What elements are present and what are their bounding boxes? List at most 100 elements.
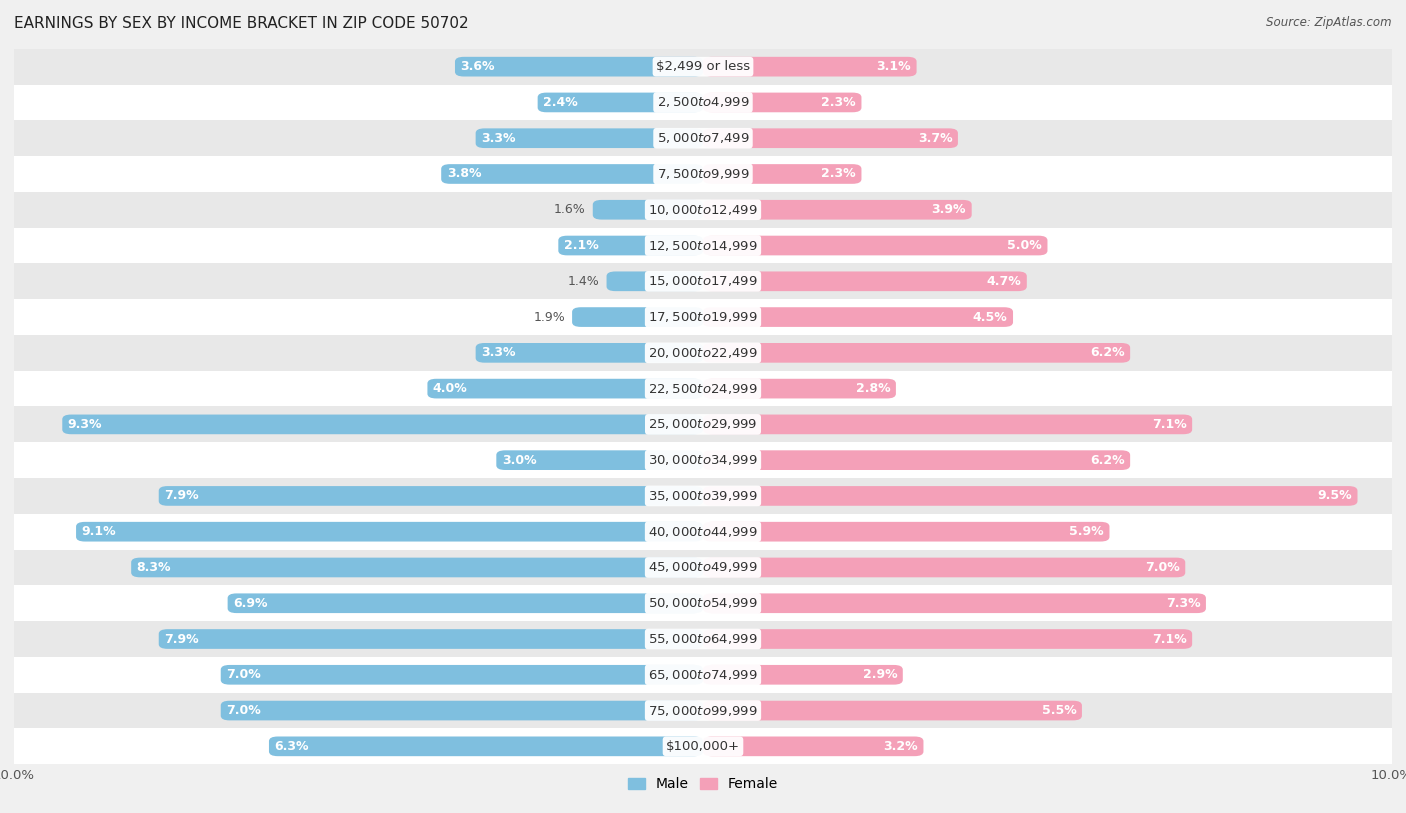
FancyBboxPatch shape bbox=[131, 558, 703, 577]
Text: $7,500 to $9,999: $7,500 to $9,999 bbox=[657, 167, 749, 181]
FancyBboxPatch shape bbox=[475, 128, 703, 148]
Text: 1.4%: 1.4% bbox=[568, 275, 599, 288]
Bar bbox=[14, 657, 1392, 693]
Text: $12,500 to $14,999: $12,500 to $14,999 bbox=[648, 238, 758, 253]
FancyBboxPatch shape bbox=[703, 128, 957, 148]
Text: 6.3%: 6.3% bbox=[274, 740, 309, 753]
FancyBboxPatch shape bbox=[703, 593, 1206, 613]
Text: 6.9%: 6.9% bbox=[233, 597, 267, 610]
Text: 8.3%: 8.3% bbox=[136, 561, 172, 574]
FancyBboxPatch shape bbox=[703, 307, 1012, 327]
FancyBboxPatch shape bbox=[703, 629, 1192, 649]
FancyBboxPatch shape bbox=[703, 558, 1185, 577]
FancyBboxPatch shape bbox=[703, 486, 1358, 506]
Text: $25,000 to $29,999: $25,000 to $29,999 bbox=[648, 417, 758, 432]
Bar bbox=[14, 371, 1392, 406]
Text: 5.0%: 5.0% bbox=[1007, 239, 1042, 252]
Bar bbox=[14, 478, 1392, 514]
Text: 4.5%: 4.5% bbox=[973, 311, 1008, 324]
Text: 9.1%: 9.1% bbox=[82, 525, 117, 538]
Text: $17,500 to $19,999: $17,500 to $19,999 bbox=[648, 310, 758, 324]
Bar bbox=[14, 442, 1392, 478]
Text: 3.2%: 3.2% bbox=[883, 740, 918, 753]
Bar bbox=[14, 693, 1392, 728]
Text: 3.6%: 3.6% bbox=[461, 60, 495, 73]
FancyBboxPatch shape bbox=[159, 486, 703, 506]
Text: 2.3%: 2.3% bbox=[821, 96, 856, 109]
FancyBboxPatch shape bbox=[456, 57, 703, 76]
Text: 3.0%: 3.0% bbox=[502, 454, 537, 467]
Text: $20,000 to $22,499: $20,000 to $22,499 bbox=[648, 346, 758, 360]
Text: 7.9%: 7.9% bbox=[165, 633, 198, 646]
FancyBboxPatch shape bbox=[606, 272, 703, 291]
Text: 7.1%: 7.1% bbox=[1152, 633, 1187, 646]
Text: 7.9%: 7.9% bbox=[165, 489, 198, 502]
Bar bbox=[14, 728, 1392, 764]
Text: 5.9%: 5.9% bbox=[1070, 525, 1104, 538]
Text: 4.0%: 4.0% bbox=[433, 382, 468, 395]
Text: EARNINGS BY SEX BY INCOME BRACKET IN ZIP CODE 50702: EARNINGS BY SEX BY INCOME BRACKET IN ZIP… bbox=[14, 16, 468, 31]
Text: $2,500 to $4,999: $2,500 to $4,999 bbox=[657, 95, 749, 110]
FancyBboxPatch shape bbox=[221, 665, 703, 685]
Text: 3.7%: 3.7% bbox=[918, 132, 952, 145]
FancyBboxPatch shape bbox=[703, 665, 903, 685]
FancyBboxPatch shape bbox=[703, 236, 1047, 255]
Text: 3.3%: 3.3% bbox=[481, 346, 516, 359]
FancyBboxPatch shape bbox=[221, 701, 703, 720]
FancyBboxPatch shape bbox=[496, 450, 703, 470]
Text: 7.0%: 7.0% bbox=[1144, 561, 1180, 574]
Text: $2,499 or less: $2,499 or less bbox=[657, 60, 749, 73]
Text: 9.3%: 9.3% bbox=[67, 418, 103, 431]
Text: 4.7%: 4.7% bbox=[987, 275, 1021, 288]
FancyBboxPatch shape bbox=[76, 522, 703, 541]
FancyBboxPatch shape bbox=[159, 629, 703, 649]
FancyBboxPatch shape bbox=[62, 415, 703, 434]
Text: 7.0%: 7.0% bbox=[226, 704, 262, 717]
Bar bbox=[14, 192, 1392, 228]
Bar bbox=[14, 585, 1392, 621]
FancyBboxPatch shape bbox=[537, 93, 703, 112]
Bar bbox=[14, 228, 1392, 263]
Text: $55,000 to $64,999: $55,000 to $64,999 bbox=[648, 632, 758, 646]
Bar bbox=[14, 156, 1392, 192]
Text: 1.6%: 1.6% bbox=[554, 203, 586, 216]
FancyBboxPatch shape bbox=[475, 343, 703, 363]
Bar bbox=[14, 85, 1392, 120]
Text: Source: ZipAtlas.com: Source: ZipAtlas.com bbox=[1267, 16, 1392, 29]
Text: 3.1%: 3.1% bbox=[876, 60, 911, 73]
FancyBboxPatch shape bbox=[593, 200, 703, 220]
Text: $10,000 to $12,499: $10,000 to $12,499 bbox=[648, 202, 758, 217]
Text: 9.5%: 9.5% bbox=[1317, 489, 1353, 502]
FancyBboxPatch shape bbox=[558, 236, 703, 255]
Text: 2.8%: 2.8% bbox=[856, 382, 890, 395]
Text: 2.1%: 2.1% bbox=[564, 239, 599, 252]
FancyBboxPatch shape bbox=[703, 200, 972, 220]
FancyBboxPatch shape bbox=[441, 164, 703, 184]
FancyBboxPatch shape bbox=[703, 272, 1026, 291]
Bar bbox=[14, 514, 1392, 550]
Bar bbox=[14, 335, 1392, 371]
Text: $45,000 to $49,999: $45,000 to $49,999 bbox=[648, 560, 758, 575]
Text: $75,000 to $99,999: $75,000 to $99,999 bbox=[648, 703, 758, 718]
Text: 2.3%: 2.3% bbox=[821, 167, 856, 180]
Text: 2.9%: 2.9% bbox=[863, 668, 897, 681]
FancyBboxPatch shape bbox=[427, 379, 703, 398]
Text: 2.4%: 2.4% bbox=[543, 96, 578, 109]
Text: $100,000+: $100,000+ bbox=[666, 740, 740, 753]
Text: $40,000 to $44,999: $40,000 to $44,999 bbox=[648, 524, 758, 539]
Bar bbox=[14, 406, 1392, 442]
Bar bbox=[14, 120, 1392, 156]
Text: $50,000 to $54,999: $50,000 to $54,999 bbox=[648, 596, 758, 611]
FancyBboxPatch shape bbox=[269, 737, 703, 756]
FancyBboxPatch shape bbox=[703, 522, 1109, 541]
FancyBboxPatch shape bbox=[703, 57, 917, 76]
Text: 5.5%: 5.5% bbox=[1042, 704, 1077, 717]
Bar bbox=[14, 49, 1392, 85]
FancyBboxPatch shape bbox=[703, 415, 1192, 434]
Text: 3.8%: 3.8% bbox=[447, 167, 481, 180]
Text: 3.3%: 3.3% bbox=[481, 132, 516, 145]
Text: 1.9%: 1.9% bbox=[533, 311, 565, 324]
FancyBboxPatch shape bbox=[703, 164, 862, 184]
Text: 6.2%: 6.2% bbox=[1090, 346, 1125, 359]
FancyBboxPatch shape bbox=[228, 593, 703, 613]
